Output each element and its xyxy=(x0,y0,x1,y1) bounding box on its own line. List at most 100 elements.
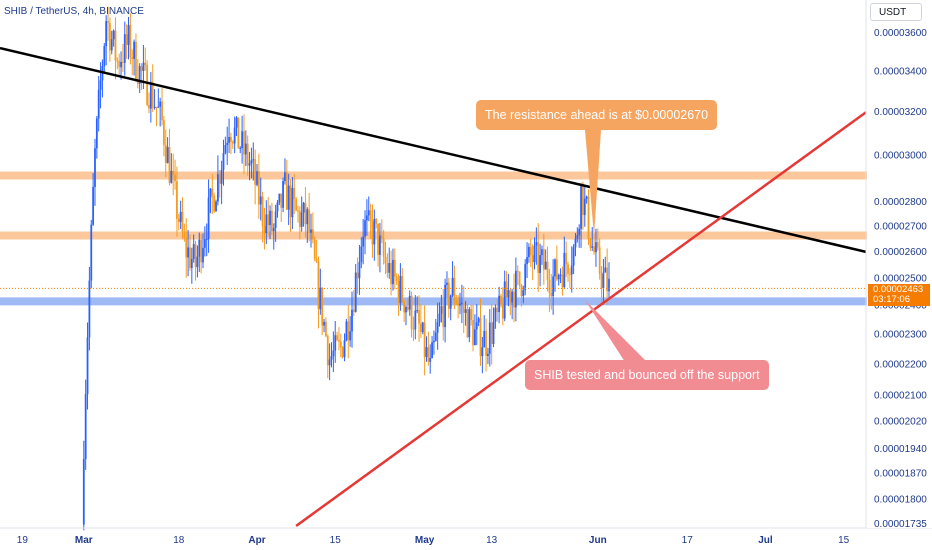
candle-up xyxy=(256,171,258,185)
candle-up xyxy=(284,172,286,181)
candle-down xyxy=(231,141,234,144)
candle-down xyxy=(263,226,266,234)
ascending-support-line[interactable] xyxy=(295,111,867,527)
candle-up xyxy=(159,101,162,107)
candle-up xyxy=(349,331,352,341)
candle-down xyxy=(308,209,311,233)
candle-up xyxy=(278,193,281,203)
candle-up xyxy=(343,340,346,358)
y-tick-label: 0.00002700 xyxy=(874,222,927,233)
candle-down xyxy=(548,279,551,293)
candle-down xyxy=(243,131,245,155)
candle-down xyxy=(546,261,549,280)
candle-up xyxy=(84,394,87,460)
candle-down xyxy=(257,171,260,205)
candle-up xyxy=(190,258,193,269)
candle-up xyxy=(306,209,309,225)
candle-up xyxy=(332,350,335,357)
candle-down xyxy=(496,307,499,313)
candle-down xyxy=(261,196,264,227)
candle-down xyxy=(410,295,413,329)
candle-down xyxy=(537,242,540,273)
candle-up xyxy=(464,309,467,313)
candle-up xyxy=(431,342,433,358)
candle-down xyxy=(555,259,558,280)
candle-down xyxy=(500,295,502,304)
candle-down xyxy=(172,170,175,175)
y-tick-label: 0.00002020 xyxy=(874,417,927,428)
candle-down xyxy=(194,244,197,268)
price-zones xyxy=(0,171,868,306)
candle-up xyxy=(379,235,381,255)
candle-up xyxy=(524,264,527,291)
symbol-label[interactable]: SHIB / TetherUS, 4h, BINANCE xyxy=(4,6,144,17)
candle-down xyxy=(313,239,316,259)
x-tick-label: 18 xyxy=(173,535,185,546)
candle-up xyxy=(539,255,541,273)
x-tick-label: 17 xyxy=(682,535,694,546)
y-tick-label: 0.00002500 xyxy=(874,273,927,284)
candle-down xyxy=(427,347,430,362)
candle-down xyxy=(325,321,327,337)
candle-up xyxy=(99,80,102,90)
candle-down xyxy=(397,280,400,303)
currency-button[interactable]: USDT xyxy=(870,3,922,21)
candle-up xyxy=(166,147,169,163)
candle-up xyxy=(498,295,501,313)
x-tick-label: May xyxy=(415,535,435,546)
candle-down xyxy=(418,310,420,324)
candle-up xyxy=(416,310,419,312)
candle-down xyxy=(116,60,119,62)
candle-down xyxy=(140,66,143,72)
candle-down xyxy=(447,282,450,309)
resistance-annotation[interactable]: The resistance ahead is at $0.00002670 xyxy=(476,100,718,130)
candle-up xyxy=(241,131,244,149)
candle-up xyxy=(250,160,253,164)
y-tick-label: 0.00001940 xyxy=(874,444,927,455)
candle-up xyxy=(112,30,115,40)
candle-down xyxy=(246,143,249,166)
candle-up xyxy=(541,249,543,256)
y-tick-label: 0.00003400 xyxy=(874,66,927,77)
candle-up xyxy=(157,106,160,108)
candle-down xyxy=(470,309,473,320)
candle-down xyxy=(168,147,171,183)
bar-countdown: 03:17:06 xyxy=(873,294,910,305)
candle-down xyxy=(509,290,512,303)
support-annotation[interactable]: SHIB tested and bounced off the support xyxy=(525,360,769,390)
candle-up xyxy=(334,335,337,351)
candle-down xyxy=(338,340,340,342)
candle-up xyxy=(451,277,454,296)
candle-down xyxy=(151,81,154,108)
candle-down xyxy=(135,41,137,79)
candle-up xyxy=(434,332,437,341)
candle-up xyxy=(215,201,217,212)
candle-up xyxy=(449,295,452,309)
candle-up xyxy=(259,196,262,205)
candle-up xyxy=(323,321,325,326)
y-tick-label: 0.00003600 xyxy=(874,28,927,39)
descending-resistance-line[interactable] xyxy=(0,46,867,254)
candle-up xyxy=(367,210,370,216)
candle-up xyxy=(483,330,486,348)
candle-up xyxy=(608,278,610,292)
candle-up xyxy=(399,276,402,303)
candle-down xyxy=(254,159,257,185)
candle-up xyxy=(477,318,480,323)
candle-up xyxy=(576,235,579,239)
time-axis[interactable]: 19 Mar 18 Apr 15 May 13 Jun 17 Jul 15 xyxy=(17,535,850,546)
support-zone xyxy=(0,297,868,306)
y-tick-label: 0.00002600 xyxy=(874,247,927,258)
candle-up xyxy=(310,229,312,233)
candle-down xyxy=(211,188,214,196)
price-axis[interactable]: 0.00003600 0.00003400 0.00003200 0.00003000… xyxy=(867,0,932,530)
candle-down xyxy=(200,239,203,263)
candle-down xyxy=(267,214,270,226)
candle-up xyxy=(474,329,476,346)
candle-down xyxy=(230,136,232,142)
candle-down xyxy=(218,174,221,184)
candle-down xyxy=(162,120,165,145)
candle-up xyxy=(444,284,447,328)
candle-down xyxy=(181,211,184,233)
